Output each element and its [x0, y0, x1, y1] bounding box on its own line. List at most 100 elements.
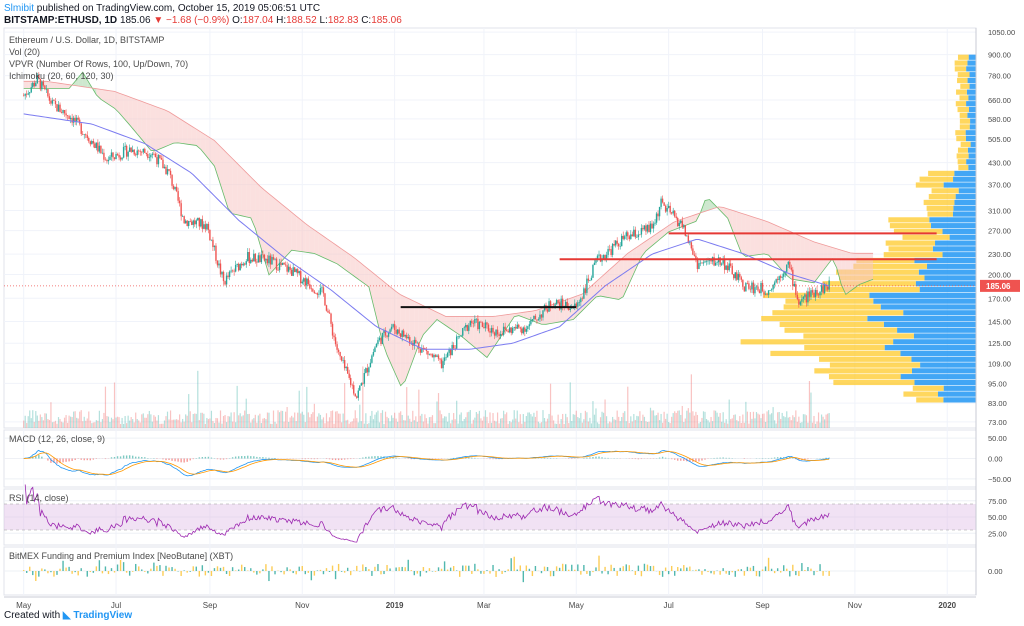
volume-bar [110, 417, 113, 428]
volume-bar [634, 419, 636, 428]
bitmex-bar [107, 571, 110, 575]
candle-body [761, 282, 764, 292]
bitmex-bar [398, 567, 400, 571]
volume-bar [297, 412, 299, 428]
macd-histogram-bar [301, 458, 303, 460]
macd-histogram-bar [110, 457, 113, 459]
candle-body [695, 255, 697, 260]
vpvr-down-bar [957, 106, 969, 113]
bitmex-bar [156, 565, 158, 571]
candle-body [619, 246, 621, 247]
cloud-segment [518, 312, 524, 318]
candle-body [145, 152, 148, 155]
tradingview-brand[interactable]: TradingView [73, 610, 133, 621]
candle-body [643, 225, 646, 230]
bitmex-label[interactable]: BitMEX Funding and Premium Index [NeoBut… [9, 551, 234, 561]
cloud-segment [764, 220, 769, 256]
bitmex-bar [643, 563, 646, 571]
tradingview-logo-icon[interactable]: ◣ [62, 610, 71, 621]
grid [3, 27, 977, 596]
cloud-segment [305, 223, 310, 253]
vpvr-down-bar [931, 188, 959, 194]
candle-body [32, 82, 34, 88]
candle-body [501, 334, 503, 335]
candle-body [350, 377, 352, 385]
volume-bar [668, 421, 670, 428]
volume-bar [780, 418, 782, 428]
candle-body [198, 217, 201, 227]
volume-bar [239, 413, 241, 428]
publish-line: Slmibit published on TradingView.com, Oc… [4, 3, 320, 14]
candle-body [433, 355, 435, 358]
vpvr-down-bar [926, 205, 954, 211]
volume-bar [786, 411, 788, 428]
cloud-segment [182, 120, 188, 145]
bitmex-bar [216, 566, 219, 571]
candle-body [292, 267, 294, 276]
candle-body [469, 320, 472, 326]
candle-body [569, 308, 571, 310]
x-tick-label: Mar [477, 601, 491, 610]
vpvr-indicator-label[interactable]: VPVR (Number Of Rows, 100, Up/Down, 70) [9, 59, 189, 69]
volume-bar [265, 419, 267, 428]
cloud-segment [96, 88, 101, 100]
cloud-segment [845, 251, 851, 295]
cloud-segment [400, 294, 406, 386]
volume-bar [266, 412, 269, 428]
vol-indicator-label[interactable]: Vol (20) [9, 47, 41, 57]
candle-body [593, 262, 596, 265]
vpvr-up-bar [880, 304, 976, 310]
volume-bar [334, 411, 337, 428]
volume-bar [804, 414, 806, 428]
x-tick-label: Sep [755, 601, 770, 610]
bitmex-bar [758, 571, 761, 577]
volume-bar [683, 421, 685, 428]
bitmex-bar [634, 571, 637, 576]
macd-histogram-bar [165, 458, 167, 461]
volume-bar [70, 416, 72, 428]
vpvr-down-bar [956, 89, 967, 95]
ichimoku-indicator-label[interactable]: Ichimoku (20, 60, 120, 30) [9, 71, 114, 81]
candle-body [684, 225, 687, 236]
volume-bar [624, 411, 626, 428]
bitmex-bar [471, 571, 473, 574]
vpvr-down-bar [955, 101, 967, 107]
volume-bar [222, 416, 225, 428]
candle-body [157, 155, 160, 165]
bitmex-bar [525, 565, 528, 571]
x-tick-label: 2020 [938, 601, 956, 610]
bitmex-bar [779, 571, 782, 573]
vpvr-down-bar [902, 234, 950, 240]
macd-histogram-bar [683, 458, 685, 461]
cloud-segment [359, 262, 365, 284]
candle-body [44, 85, 46, 90]
volume-bar [127, 415, 129, 428]
volume-bar [213, 423, 216, 428]
volume-bar [272, 410, 275, 428]
volume-bar [602, 412, 605, 428]
candle-body [383, 330, 385, 334]
candle-body [124, 145, 126, 147]
volume-bar [303, 414, 305, 428]
cloud-segment [300, 219, 306, 253]
candle-body [215, 245, 217, 261]
cloud-segment [750, 216, 755, 256]
macd-label[interactable]: MACD (12, 26, close, 9) [9, 434, 106, 444]
volume-bar [572, 414, 574, 428]
candle-body [731, 265, 733, 275]
volume-bar [480, 418, 482, 428]
candle-body [636, 237, 638, 238]
candle-body [424, 347, 426, 350]
volume-bar [319, 414, 322, 428]
volume-bar [139, 422, 141, 428]
cloud-segment [223, 149, 229, 209]
bitmex-bar [580, 571, 582, 575]
bitmex-bar [552, 571, 555, 577]
senkou-span-b [23, 80, 874, 317]
author-link[interactable]: Slmibit [4, 3, 35, 14]
volume-bar [313, 403, 315, 428]
candle-body [611, 243, 614, 255]
volume-bar [733, 414, 735, 428]
candle-body [109, 156, 111, 160]
rsi-label[interactable]: RSI (14, close) [9, 493, 69, 503]
